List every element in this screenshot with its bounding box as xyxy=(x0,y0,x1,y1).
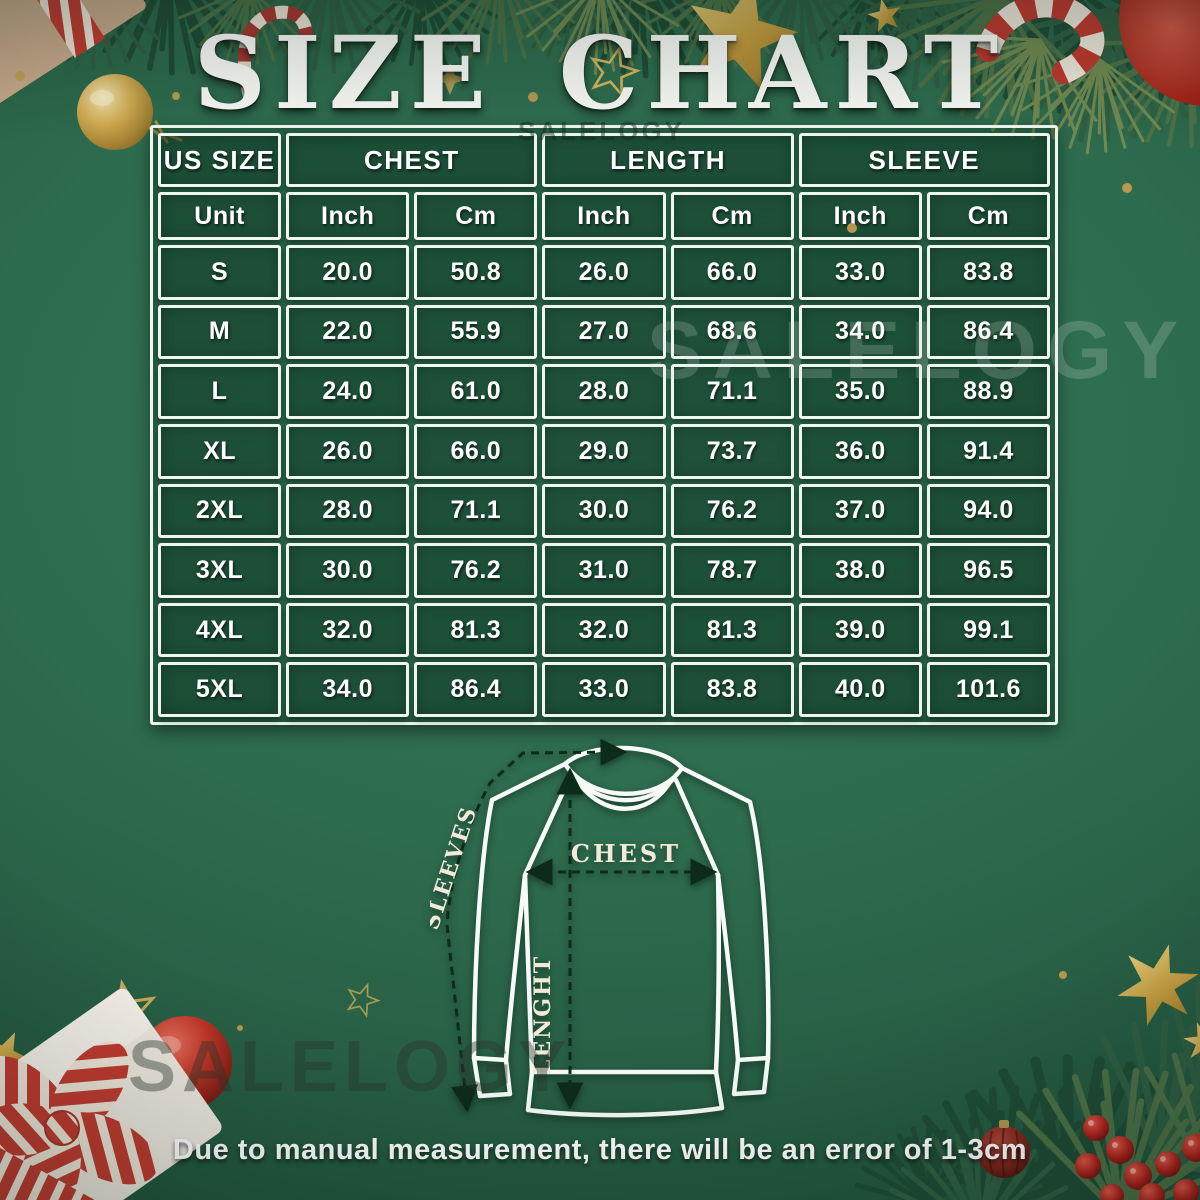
size-label: XL xyxy=(158,423,282,479)
table-cell: 91.4 xyxy=(926,423,1050,479)
column-header-chest: CHEST xyxy=(286,133,538,187)
table-cell: 30.0 xyxy=(286,543,410,598)
table-cell: 86.4 xyxy=(926,304,1050,360)
table-cell: 76.2 xyxy=(670,483,794,539)
table-cell: 78.7 xyxy=(670,543,794,598)
table-cell: 88.9 xyxy=(926,364,1050,419)
table-cell: 32.0 xyxy=(542,602,666,658)
table-cell: 24.0 xyxy=(286,364,410,419)
measurement-arrows xyxy=(445,738,718,1113)
measurement-note: Due to manual measurement, there will be… xyxy=(172,1134,1028,1166)
size-label: 5XL xyxy=(158,662,282,717)
table-cell: 101.6 xyxy=(926,662,1050,717)
table-cell: 31.0 xyxy=(542,543,666,598)
table-cell: 36.0 xyxy=(798,423,922,479)
sleeves-measure-label: SLEEVES xyxy=(430,803,483,933)
column-header-us-size: US SIZE xyxy=(158,133,282,187)
table-cell: 35.0 xyxy=(798,364,922,419)
unit-label: Cm xyxy=(926,192,1050,240)
table-cell: 76.2 xyxy=(414,543,538,598)
table-cell: 33.0 xyxy=(542,662,666,717)
table-cell: 94.0 xyxy=(926,483,1050,539)
table-cell: 38.0 xyxy=(798,543,922,598)
table-cell: 26.0 xyxy=(286,423,410,479)
table-cell: 71.1 xyxy=(414,483,538,539)
unit-header: Unit xyxy=(158,192,282,240)
table-cell: 29.0 xyxy=(542,423,666,479)
table-cell: 28.0 xyxy=(542,364,666,419)
table-cell: 22.0 xyxy=(286,304,410,360)
table-cell: 66.0 xyxy=(414,423,538,479)
table-cell: 33.0 xyxy=(798,245,922,300)
table-cell: 34.0 xyxy=(286,662,410,717)
table-cell: 66.0 xyxy=(670,245,794,300)
table-cell: 83.8 xyxy=(670,662,794,717)
page-title: SIZE CHART xyxy=(193,14,1007,132)
table-cell: 34.0 xyxy=(798,304,922,360)
table-cell: 20.0 xyxy=(286,245,410,300)
length-measure-label: LENGHT xyxy=(530,955,556,1075)
table-cell: 73.7 xyxy=(670,423,794,479)
table-cell: 68.6 xyxy=(670,304,794,360)
table-cell: 99.1 xyxy=(926,602,1050,658)
column-header-length: LENGTH xyxy=(542,133,794,187)
size-label: 4XL xyxy=(158,602,282,658)
table-cell: 81.3 xyxy=(414,602,538,658)
unit-label: Cm xyxy=(414,192,538,240)
table-cell: 27.0 xyxy=(542,304,666,360)
column-header-sleeve: SLEEVE xyxy=(798,133,1050,187)
gold-star-icon xyxy=(1111,935,1200,1035)
table-cell: 83.8 xyxy=(926,245,1050,300)
unit-label: Inch xyxy=(798,192,922,240)
table-cell: 32.0 xyxy=(286,602,410,658)
gold-star-icon xyxy=(0,1021,38,1086)
size-chart-table: US SIZE CHEST LENGTH SLEEVE Unit Inch Cm… xyxy=(150,125,1058,725)
size-label: 2XL xyxy=(158,483,282,539)
gold-star-icon xyxy=(93,977,160,1042)
table-cell: 55.9 xyxy=(414,304,538,360)
table-cell: 81.3 xyxy=(670,602,794,658)
table-cell: 28.0 xyxy=(286,483,410,539)
table-cell: 50.8 xyxy=(414,245,538,300)
size-label: 3XL xyxy=(158,543,282,598)
table-cell: 96.5 xyxy=(926,543,1050,598)
unit-label: Cm xyxy=(670,192,794,240)
table-cell: 26.0 xyxy=(542,245,666,300)
table-cell: 40.0 xyxy=(798,662,922,717)
gold-star-icon xyxy=(1179,1016,1200,1068)
size-label: M xyxy=(158,304,282,360)
table-cell: 39.0 xyxy=(798,602,922,658)
sweatshirt-outline xyxy=(471,745,771,1118)
size-label: L xyxy=(158,364,282,419)
table-cell: 61.0 xyxy=(414,364,538,419)
unit-label: Inch xyxy=(286,192,410,240)
gold-star-icon xyxy=(342,978,383,1019)
unit-label: Inch xyxy=(542,192,666,240)
table-cell: 86.4 xyxy=(414,662,538,717)
ribbon-bow-icon xyxy=(0,1041,158,1200)
table-cell: 30.0 xyxy=(542,483,666,539)
gift-box-icon xyxy=(0,988,222,1200)
size-label: S xyxy=(158,245,282,300)
table-cell: 71.1 xyxy=(670,364,794,419)
sweatshirt-measurement-diagram: CHEST LENGHT SLEEVES xyxy=(430,738,771,1118)
red-ornament-icon xyxy=(138,1016,232,1110)
chest-measure-label: CHEST xyxy=(571,839,681,868)
table-cell: 37.0 xyxy=(798,483,922,539)
